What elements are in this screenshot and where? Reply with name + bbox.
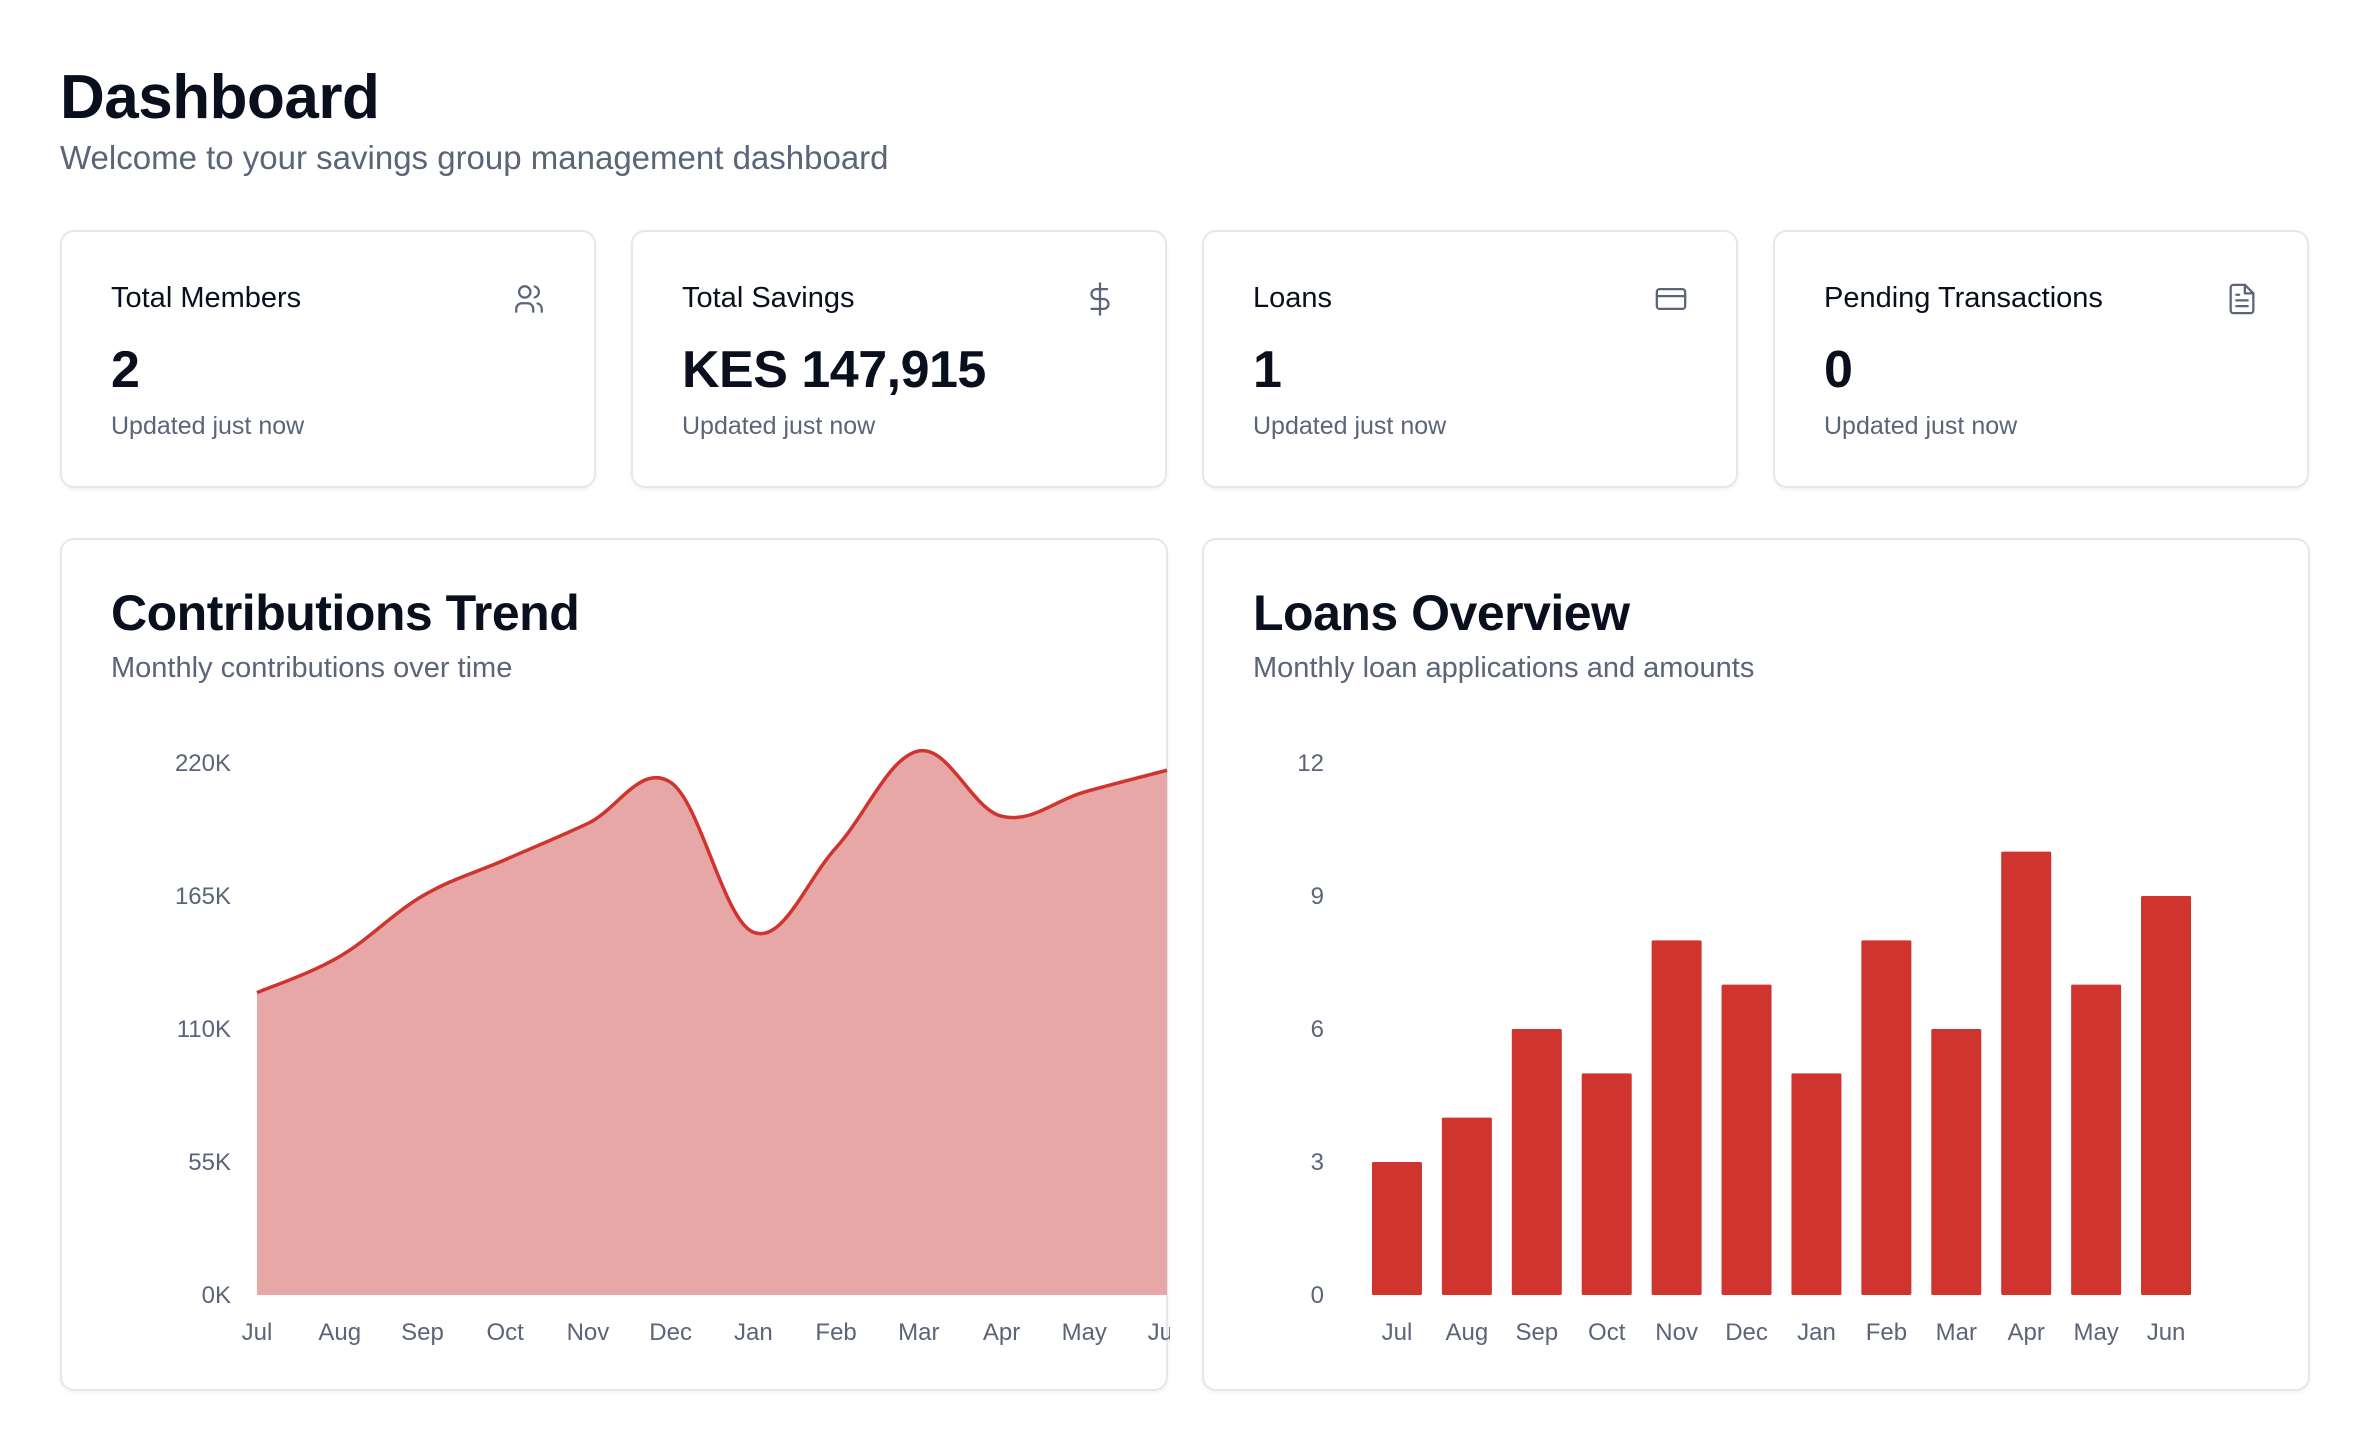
x-tick-label: Dec bbox=[1725, 1319, 1768, 1346]
x-tick-label: Oct bbox=[487, 1319, 525, 1346]
x-tick-label: Jul bbox=[1382, 1319, 1413, 1346]
contributions-area-chart: 0K 55K 110K 165K 220K Jul Aug Sep Oct Nov Dec Jan Fe… bbox=[175, 749, 1170, 1346]
credit-card-icon bbox=[1655, 287, 1687, 311]
page-header: Dashboard Welcome to your savings group … bbox=[60, 60, 889, 178]
x-tick-label: Aug bbox=[1446, 1319, 1489, 1346]
y-tick-label: 6 bbox=[1311, 1016, 1324, 1043]
bar bbox=[1441, 1117, 1492, 1295]
x-tick-label: Apr bbox=[2008, 1319, 2045, 1346]
stat-label: Loans bbox=[1253, 282, 1333, 314]
x-tick-label: Mar bbox=[898, 1319, 939, 1346]
x-tick-label: Sep bbox=[1515, 1319, 1558, 1346]
x-tick-label: Nov bbox=[567, 1319, 610, 1346]
y-tick-label: 0K bbox=[202, 1282, 231, 1309]
y-tick-label: 9 bbox=[1311, 883, 1324, 910]
x-tick-label: Oct bbox=[1588, 1319, 1626, 1346]
bar bbox=[1371, 1162, 1422, 1295]
stat-label: Pending Transactions bbox=[1824, 282, 2103, 314]
x-tick-label: Nov bbox=[1655, 1319, 1698, 1346]
file-text-icon bbox=[2229, 283, 2255, 315]
loans-overview-card: Loans Overview Monthly loan applications… bbox=[1202, 538, 2310, 1391]
x-tick-label: Apr bbox=[983, 1319, 1020, 1346]
x-tick-label: Jun bbox=[2147, 1319, 2186, 1346]
chart-subtitle: Monthly loan applications and amounts bbox=[1253, 652, 1755, 684]
dollar-icon bbox=[1090, 282, 1110, 316]
chart-subtitle: Monthly contributions over time bbox=[111, 652, 513, 684]
stat-value: KES 147,915 bbox=[682, 341, 986, 399]
y-tick-label: 3 bbox=[1311, 1149, 1324, 1176]
page-title: Dashboard bbox=[60, 63, 380, 132]
y-tick-label: 55K bbox=[188, 1149, 231, 1176]
x-tick-label: Dec bbox=[649, 1319, 692, 1346]
stat-note: Updated just now bbox=[1253, 412, 1447, 440]
stat-note: Updated just now bbox=[1824, 412, 2018, 440]
y-tick-label: 220K bbox=[175, 750, 231, 777]
x-tick-label: Mar bbox=[1936, 1319, 1977, 1346]
x-tick-label: Aug bbox=[318, 1319, 361, 1346]
page-subtitle: Welcome to your savings group management… bbox=[60, 139, 889, 176]
stat-value: 1 bbox=[1253, 341, 1282, 399]
stat-note: Updated just now bbox=[682, 412, 876, 440]
stat-note: Updated just now bbox=[111, 412, 305, 440]
bar bbox=[1511, 1029, 1562, 1295]
y-tick-label: 110K bbox=[177, 1016, 231, 1043]
x-tick-label: Jul bbox=[242, 1319, 273, 1346]
series-line bbox=[256, 749, 1168, 995]
x-tick-label: Jan bbox=[1797, 1319, 1836, 1346]
bar bbox=[1861, 940, 1912, 1295]
loans-bar-chart: 0 3 6 9 12 Jul Aug Sep Oct Nov Dec Jan Feb Mar Apr May J… bbox=[1297, 750, 2192, 1346]
stat-label: Total Savings bbox=[682, 282, 855, 314]
stat-card-loans: Loans 1 Updated just now bbox=[1202, 230, 1738, 488]
y-tick-label: 12 bbox=[1297, 750, 1324, 777]
bar bbox=[1931, 1029, 1982, 1295]
stat-value: 0 bbox=[1824, 341, 1853, 399]
x-tick-label: May bbox=[1062, 1319, 1107, 1346]
bar bbox=[2141, 896, 2192, 1295]
stat-value: 2 bbox=[111, 341, 140, 399]
area-fill bbox=[257, 750, 1167, 1295]
x-tick-label: Feb bbox=[1866, 1319, 1907, 1346]
bar bbox=[2001, 851, 2052, 1295]
stat-card-total-members: Total Members 2 Updated just now bbox=[60, 230, 596, 488]
y-tick-label: 0 bbox=[1311, 1282, 1324, 1309]
chart-title: Contributions Trend bbox=[111, 585, 580, 641]
bar bbox=[1721, 984, 1772, 1295]
x-tick-label: Jan bbox=[734, 1319, 773, 1346]
x-tick-label: Sep bbox=[401, 1319, 444, 1346]
y-tick-label: 165K bbox=[175, 883, 231, 910]
bar bbox=[1791, 1073, 1842, 1295]
x-tick-label: Feb bbox=[815, 1319, 856, 1346]
x-tick-label: May bbox=[2073, 1319, 2118, 1346]
bar bbox=[1581, 1073, 1632, 1295]
bar bbox=[1651, 940, 1702, 1295]
stat-label: Total Members bbox=[111, 282, 302, 314]
contributions-trend-card: Contributions Trend Monthly contribution… bbox=[60, 538, 1170, 1391]
stat-card-total-savings: Total Savings KES 147,915 Updated just n… bbox=[631, 230, 1167, 488]
bar bbox=[2071, 984, 2122, 1295]
users-icon bbox=[515, 285, 543, 313]
stat-card-pending-transactions: Pending Transactions 0 Updated just now bbox=[1773, 230, 2309, 488]
x-tick-label: Jun bbox=[1148, 1319, 1170, 1346]
chart-title: Loans Overview bbox=[1253, 585, 1630, 641]
